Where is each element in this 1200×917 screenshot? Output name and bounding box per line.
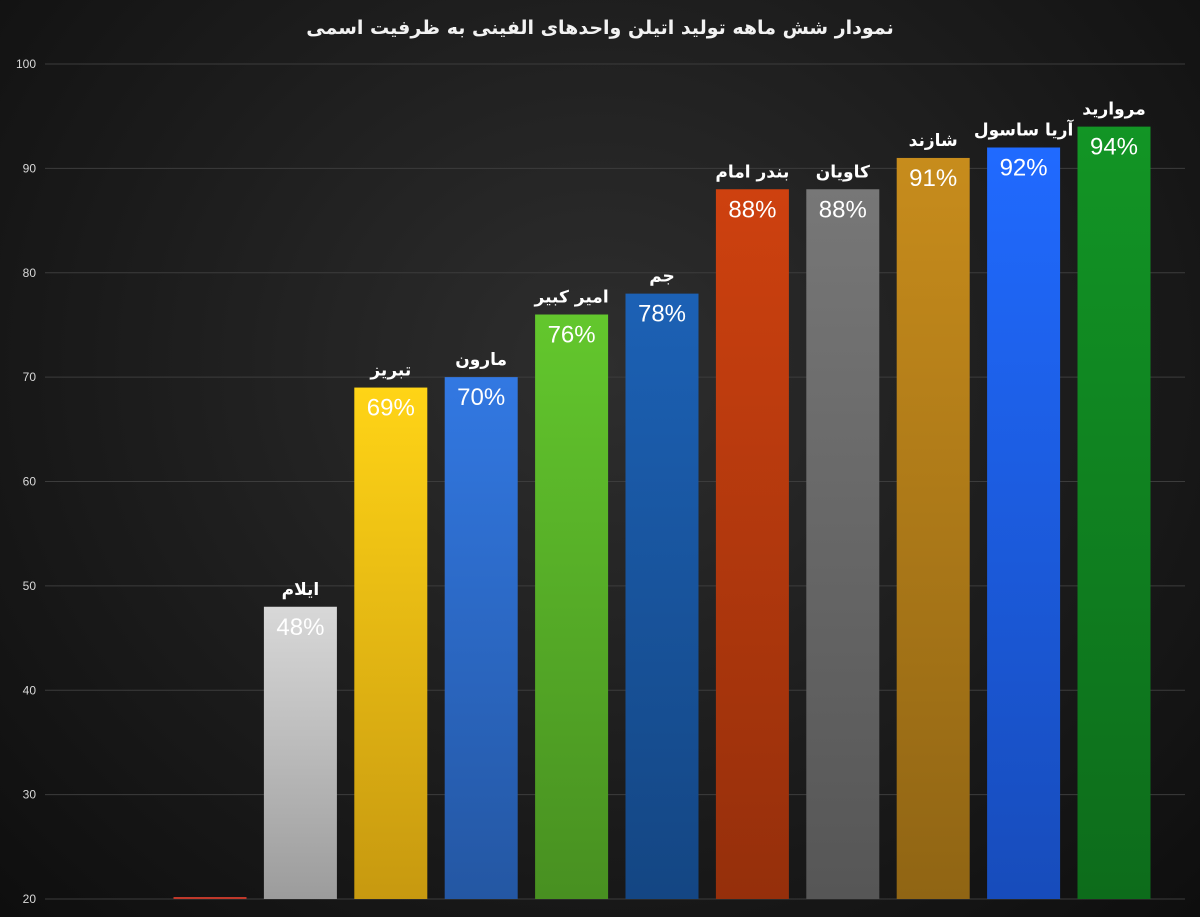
data-label: 78% xyxy=(638,301,686,328)
data-label: 92% xyxy=(1000,155,1048,182)
category-label: امیر کبیر xyxy=(534,288,609,308)
data-label: 69% xyxy=(367,395,415,422)
bar xyxy=(625,293,699,899)
category-label: مروارید xyxy=(1082,100,1145,120)
bar xyxy=(263,606,337,899)
bar xyxy=(535,314,609,899)
category-label: مارون xyxy=(455,350,507,370)
data-label: 88% xyxy=(819,196,867,223)
y-tick-label: 60 xyxy=(23,475,37,489)
gridlines xyxy=(45,63,1185,900)
bar xyxy=(987,147,1061,899)
data-label: 88% xyxy=(728,196,776,223)
y-axis-ticks: 100 90 80 70 60 50 40 30 20 xyxy=(16,57,36,906)
data-label: 94% xyxy=(1090,134,1138,161)
bar xyxy=(806,189,880,899)
y-tick-label: 50 xyxy=(23,579,37,593)
bar xyxy=(354,387,428,899)
bar-labels: 48% ایلام 69% تبریز 70% مارون 76% امیر کبیر 78% ج… xyxy=(276,100,1145,641)
y-tick-label: 100 xyxy=(16,57,36,71)
category-label: شازند xyxy=(909,131,958,151)
chart-title: نمودار شش ماهه تولید اتیلن واحدهای الفین… xyxy=(306,17,893,39)
category-label: کاویان xyxy=(816,162,870,182)
data-label: 48% xyxy=(276,614,324,641)
y-tick-label: 20 xyxy=(23,892,37,906)
category-label: ایلام xyxy=(282,580,320,600)
bar xyxy=(173,897,247,899)
category-label: جم xyxy=(649,267,675,287)
y-tick-label: 40 xyxy=(23,683,37,697)
data-label: 91% xyxy=(909,165,957,192)
bar xyxy=(444,377,518,899)
y-tick-label: 70 xyxy=(23,370,37,384)
data-label: 70% xyxy=(457,384,505,411)
category-label: بندر امام xyxy=(715,162,789,182)
bar xyxy=(896,157,970,899)
bars xyxy=(173,126,1151,899)
y-tick-label: 30 xyxy=(23,788,37,802)
y-tick-label: 90 xyxy=(23,161,37,175)
bar xyxy=(715,189,789,899)
category-label: تبریز xyxy=(369,361,411,381)
bar xyxy=(1077,126,1151,899)
category-label: آریا ساسول xyxy=(974,119,1075,141)
data-label: 76% xyxy=(548,322,596,349)
y-tick-label: 80 xyxy=(23,266,37,280)
